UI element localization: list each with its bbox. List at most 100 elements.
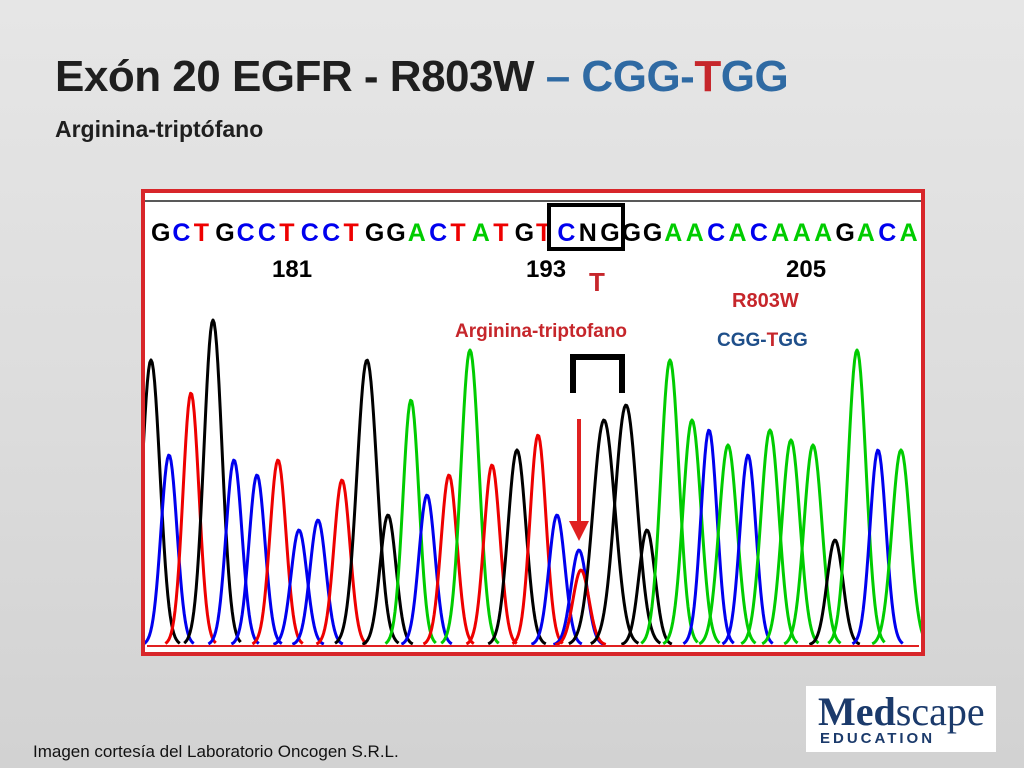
- sequence-base: T: [344, 219, 359, 247]
- sequence-base: G: [622, 219, 641, 247]
- sequence-base: C: [429, 219, 447, 247]
- trace-peak: [440, 348, 500, 645]
- sequence-base: A: [900, 219, 918, 247]
- sequence-base: C: [258, 219, 276, 247]
- trace-peak: [384, 398, 437, 645]
- sequence-base: N: [579, 219, 597, 247]
- trace-peak: [183, 318, 242, 645]
- trace-peak: [827, 348, 886, 645]
- sequence-base: G: [643, 219, 662, 247]
- sequence-base: C: [707, 219, 725, 247]
- sequence-base: G: [386, 219, 405, 247]
- title-main: Exón 20 EGFR - R803W: [55, 52, 546, 101]
- trace-peak: [315, 478, 368, 646]
- sequence-base: C: [237, 219, 255, 247]
- trace-peak: [422, 473, 475, 646]
- sequence-base: G: [515, 219, 534, 247]
- sequence-base: G: [835, 219, 854, 247]
- trace-peak: [251, 458, 304, 646]
- trace-peak: [740, 428, 799, 645]
- image-credit: Imagen cortesía del Laboratorio Oncogen …: [33, 742, 399, 761]
- position-label-193: 193: [526, 256, 566, 283]
- position-label-181: 181: [272, 256, 312, 283]
- chromatogram-traces: [145, 318, 921, 647]
- sequence-base: C: [750, 219, 768, 247]
- title-codon-gg-1: GG-: [612, 52, 695, 101]
- trace-peak: [164, 391, 217, 645]
- trace-peak: [721, 453, 774, 646]
- logo-wordmark: Medscape: [818, 688, 985, 735]
- trace-peak: [361, 513, 414, 646]
- sequence-base: C: [557, 219, 575, 247]
- sequence-base: A: [793, 219, 811, 247]
- sequence-base: A: [408, 219, 426, 247]
- codon-change-label: CGG-TGG: [717, 330, 808, 351]
- sequence-base: A: [857, 219, 875, 247]
- slide-subtitle: Arginina-triptófano: [55, 116, 264, 142]
- trace-peak: [145, 358, 181, 645]
- sequence-base: G: [365, 219, 384, 247]
- title-codon-c: – C: [545, 52, 613, 101]
- medscape-logo: Medscape EDUCATION: [806, 686, 996, 752]
- trace-peak: [291, 518, 344, 646]
- trace-peak: [272, 528, 325, 646]
- trace-peak: [207, 458, 260, 646]
- sequence-base: A: [814, 219, 832, 247]
- trace-peak: [530, 513, 583, 646]
- trace-peak: [487, 448, 547, 646]
- sequence-base: C: [878, 219, 896, 247]
- sequence-base: A: [729, 219, 747, 247]
- codon-highlight-box: [547, 203, 625, 251]
- sequence-base: T: [279, 219, 294, 247]
- sequence-base: C: [172, 219, 190, 247]
- trace-peak: [761, 438, 820, 646]
- sequence-base: G: [215, 219, 234, 247]
- sequence-base: A: [472, 219, 490, 247]
- trace-peak: [145, 453, 195, 645]
- sequence-base: T: [194, 219, 209, 247]
- annotation-base-t: T: [589, 267, 605, 297]
- slide-title: Exón 20 EGFR - R803W – CGG-TGG: [55, 52, 789, 102]
- trace-peak: [851, 448, 904, 646]
- trace-peak: [511, 433, 564, 645]
- codon-gg-1: GG-: [731, 330, 767, 351]
- trace-peak: [230, 473, 283, 646]
- sequence-base: T: [450, 219, 465, 247]
- sequence-base: C: [322, 219, 340, 247]
- trace-peak: [568, 418, 640, 646]
- trace-peak: [682, 428, 735, 645]
- annotation-aminoacid-text: Arginina-triptofano: [455, 321, 627, 342]
- position-label-205: 205: [786, 256, 826, 283]
- trace-peak: [590, 403, 662, 645]
- trace-peak: [620, 528, 673, 646]
- codon-gg-2: GG: [778, 330, 808, 351]
- codon-bracket: [570, 354, 625, 393]
- sequence-base: G: [600, 219, 619, 247]
- logo-scape: scape: [895, 689, 985, 734]
- trace-peak: [465, 463, 518, 646]
- codon-c: C: [717, 330, 731, 351]
- trace-peak: [871, 448, 921, 646]
- trace-peak: [783, 443, 842, 646]
- sequence-base: A: [771, 219, 789, 247]
- trace-peak: [640, 358, 699, 645]
- logo-subtitle: EDUCATION: [820, 730, 936, 747]
- trace-peak: [698, 443, 757, 646]
- title-codon-gg-2: GG: [720, 52, 789, 101]
- sequence-base: G: [151, 219, 170, 247]
- sequence-base: C: [301, 219, 319, 247]
- sequence-base: T: [493, 219, 508, 247]
- mutation-arrow-head: [569, 521, 589, 541]
- sequence-base: A: [686, 219, 704, 247]
- logo-med: Med: [818, 689, 896, 734]
- trace-peak: [400, 493, 453, 646]
- trace-peak: [334, 358, 400, 645]
- codon-t: T: [767, 330, 779, 351]
- sequence-base: A: [664, 219, 682, 247]
- title-codon-t: T: [694, 52, 721, 101]
- mutation-label: R803W: [732, 290, 799, 312]
- trace-peak: [808, 538, 861, 646]
